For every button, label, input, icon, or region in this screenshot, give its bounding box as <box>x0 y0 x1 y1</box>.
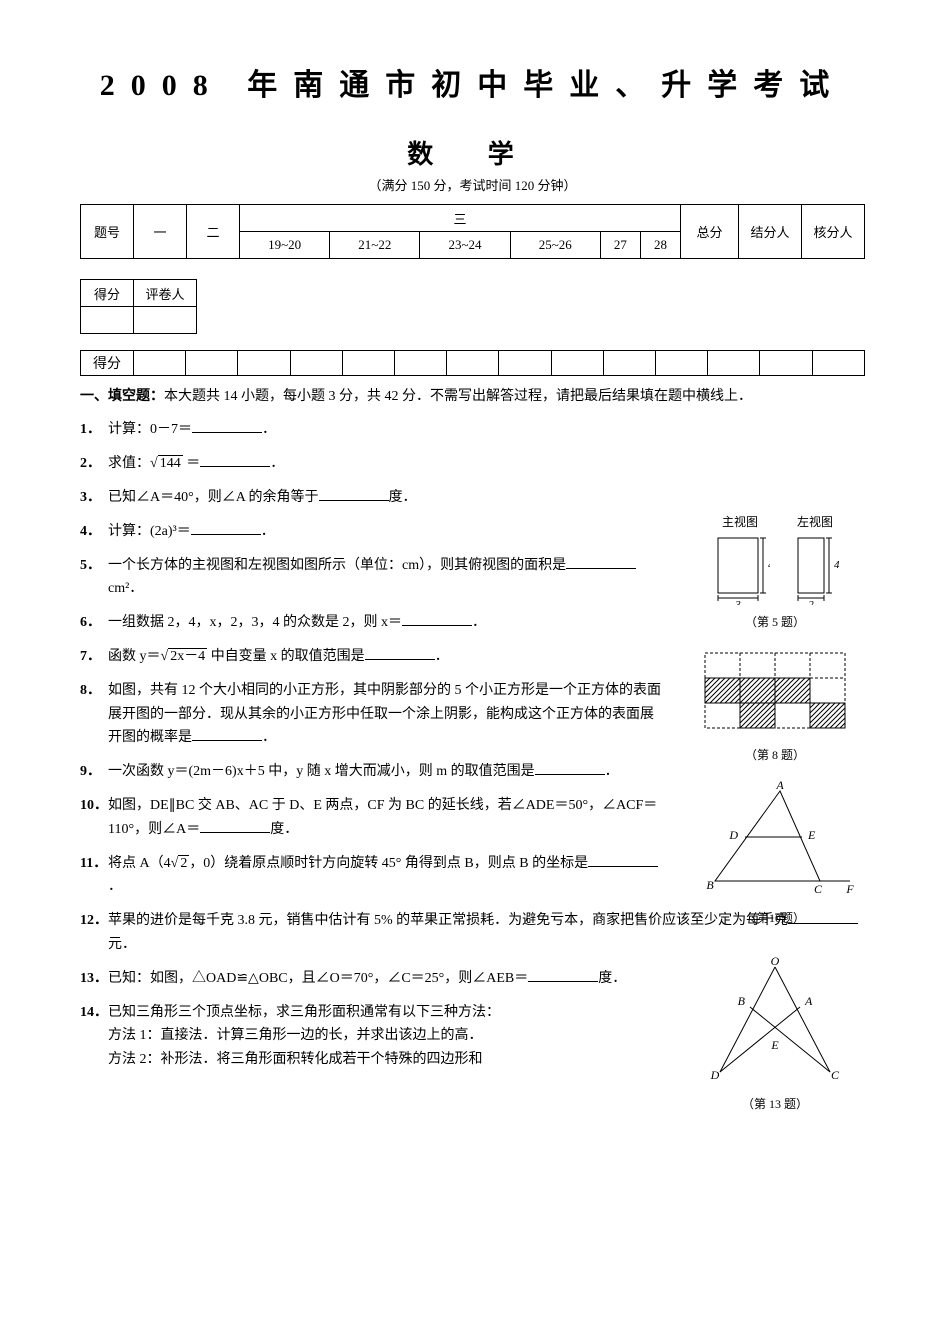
q6-pre: 一组数据 2，4，x，2，3，4 的众数是 2，则 x＝ <box>108 615 402 630</box>
svg-text:A: A <box>804 994 813 1008</box>
sqrt-icon: 2x－4 <box>161 645 208 669</box>
question-11: 11． 将点 A（42，0）绕着原点顺时针方向旋转 45° 角得到点 B，则点 … <box>80 852 665 900</box>
q7-rad: 2x－4 <box>168 648 207 664</box>
col-three: 三 <box>240 205 681 232</box>
score-row: 得分 <box>80 350 865 376</box>
exam-title: 2008 年南通市初中毕业、升学考试 <box>80 60 865 104</box>
svg-text:3: 3 <box>734 599 741 605</box>
question-7: 7． 函数 y＝2x－4 中自变量 x 的取值范围是． <box>80 645 665 669</box>
section-1-rest: 本大题共 14 小题，每小题 3 分，共 42 分．不需写出解答过程，请把最后结… <box>164 389 752 404</box>
figure-13-caption: （第 13 题） <box>675 1095 875 1112</box>
q11-post: ． <box>108 879 122 894</box>
svg-text:4: 4 <box>834 559 840 571</box>
q5-pre: 一个长方体的主视图和左视图如图所示（单位：cm），则其俯视图的面积是 <box>108 558 566 573</box>
figure-10: A B C F D E （第10题） <box>675 781 875 926</box>
col-zongfen: 总分 <box>681 205 739 259</box>
q5-post: cm²． <box>108 581 143 596</box>
q8-pre: 如图，共有 12 个大小相同的小正方形，其中阴影部分的 5 个小正方形是一个正方… <box>108 683 661 746</box>
figure-13: O B A D C E （第 13 题） <box>675 957 875 1112</box>
question-5: 5． 一个长方体的主视图和左视图如图所示（单位：cm），则其俯视图的面积是cm²… <box>80 554 665 602</box>
col-two: 二 <box>187 205 240 259</box>
sqrt-icon: 2 <box>171 852 190 876</box>
range-cell: 23~24 <box>420 232 510 259</box>
svg-text:A: A <box>775 781 784 792</box>
figure-5-caption: （第 5 题） <box>675 613 875 630</box>
figure-10-caption: （第10题） <box>675 909 875 926</box>
q7-pre: 函数 y＝ <box>108 649 161 664</box>
svg-text:F: F <box>845 882 854 896</box>
q7-mid: 中自变量 x 的取值范围是 <box>207 649 365 664</box>
grade-box: 得分 评卷人 <box>80 279 197 334</box>
col-tihao: 题号 <box>81 205 134 259</box>
q14-m2: 方法 2：补形法．将三角形面积转化成若干个特殊的四边形和 <box>108 1048 665 1072</box>
range-cell: 28 <box>640 232 680 259</box>
figure-5: 主视图 3 4 左视图 <box>675 513 875 630</box>
q9-pre: 一次函数 y＝(2m－6)x＋5 中，y 随 x 增大而减小，则 m 的取值范围… <box>108 764 535 779</box>
question-2: 2． 求值：144 ＝． <box>80 452 665 476</box>
q1-pre: 计算：0－7＝ <box>108 422 192 437</box>
q2-pre: 求值： <box>108 456 150 471</box>
q11-rad: 2 <box>178 855 189 871</box>
section-1-heading: 一、填空题：本大题共 14 小题，每小题 3 分，共 42 分．不需写出解答过程… <box>80 386 865 408</box>
score-table: 题号 一 二 三 总分 结分人 核分人 19~20 21~22 23~24 25… <box>80 204 865 259</box>
q2-rad: 144 <box>158 455 183 471</box>
q2-post: ． <box>270 456 284 471</box>
q4-pre: 计算：(2a)³＝ <box>108 524 191 539</box>
q10-post: 度． <box>270 822 298 837</box>
q8-post: ． <box>262 730 276 745</box>
svg-text:E: E <box>807 828 816 842</box>
subject-title: 数 学 <box>80 134 865 171</box>
svg-text:O: O <box>771 957 780 968</box>
question-4: 4． 计算：(2a)³＝． <box>80 520 665 544</box>
question-10: 10． 如图，DE∥BC 交 AB、AC 于 D、E 两点，CF 为 BC 的延… <box>80 794 665 842</box>
sqrt-icon: 144 <box>150 452 183 476</box>
col-jiefenren: 结分人 <box>739 205 802 259</box>
figure-8-caption: （第 8 题） <box>675 746 875 763</box>
q10-pre: 如图，DE∥BC 交 AB、AC 于 D、E 两点，CF 为 BC 的延长线，若… <box>108 798 657 837</box>
svg-text:D: D <box>710 1068 720 1082</box>
q13-post: 度． <box>598 971 626 986</box>
q3-pre: 已知∠A＝40°，则∠A 的余角等于 <box>108 490 319 505</box>
q7-post: ． <box>435 649 449 664</box>
q14-pre: 已知三角形三个顶点坐标，求三角形面积通常有以下三种方法： <box>108 1001 665 1025</box>
q12-post: 元． <box>108 937 136 952</box>
range-cell: 27 <box>600 232 640 259</box>
q1-post: ． <box>262 422 276 437</box>
range-cell: 25~26 <box>510 232 600 259</box>
range-cell: 21~22 <box>330 232 420 259</box>
svg-text:D: D <box>728 828 738 842</box>
q2-mid: ＝ <box>183 456 201 471</box>
grade-defen: 得分 <box>81 280 134 307</box>
q3-post: 度． <box>389 490 417 505</box>
q14-m1: 方法 1：直接法．计算三角形一边的长，并求出该边上的高． <box>108 1024 665 1048</box>
q4-post: ． <box>261 524 275 539</box>
svg-text:C: C <box>814 882 823 896</box>
col-one: 一 <box>134 205 187 259</box>
col-hefenren: 核分人 <box>802 205 865 259</box>
q6-post: ． <box>472 615 486 630</box>
question-1: 1． 计算：0－7＝． <box>80 418 665 442</box>
question-8: 8． 如图，共有 12 个大小相同的小正方形，其中阴影部分的 5 个小正方形是一… <box>80 679 665 750</box>
q13-pre: 已知：如图，△OAD≌△OBC，且∠O＝70°，∠C＝25°，则∠AEB＝ <box>108 971 528 986</box>
section-1-bold: 一、填空题： <box>80 389 164 404</box>
score-row-label: 得分 <box>81 351 134 376</box>
svg-text:4: 4 <box>768 559 770 571</box>
svg-text:E: E <box>770 1038 779 1052</box>
svg-text:B: B <box>738 994 746 1008</box>
svg-text:2: 2 <box>808 599 814 605</box>
svg-text:C: C <box>831 1068 840 1082</box>
exam-info: （满分 150 分，考试时间 120 分钟） <box>80 175 865 194</box>
fig5-left-label: 左视图 <box>790 513 840 530</box>
q9-post: ． <box>605 764 619 779</box>
range-cell: 19~20 <box>240 232 330 259</box>
fig5-main-label: 主视图 <box>710 513 770 530</box>
figure-8: （第 8 题） <box>675 648 875 763</box>
grade-pingjuan: 评卷人 <box>134 280 197 307</box>
q11-mid: ，0）绕着原点顺时针方向旋转 45° 角得到点 B，则点 B 的坐标是 <box>189 856 588 871</box>
question-6: 6． 一组数据 2，4，x，2，3，4 的众数是 2，则 x＝． <box>80 611 665 635</box>
q11-pre: 将点 A（4 <box>108 856 171 871</box>
question-3: 3． 已知∠A＝40°，则∠A 的余角等于度． <box>80 486 665 510</box>
question-9: 9． 一次函数 y＝(2m－6)x＋5 中，y 随 x 增大而减小，则 m 的取… <box>80 760 665 784</box>
svg-text:B: B <box>706 878 714 892</box>
